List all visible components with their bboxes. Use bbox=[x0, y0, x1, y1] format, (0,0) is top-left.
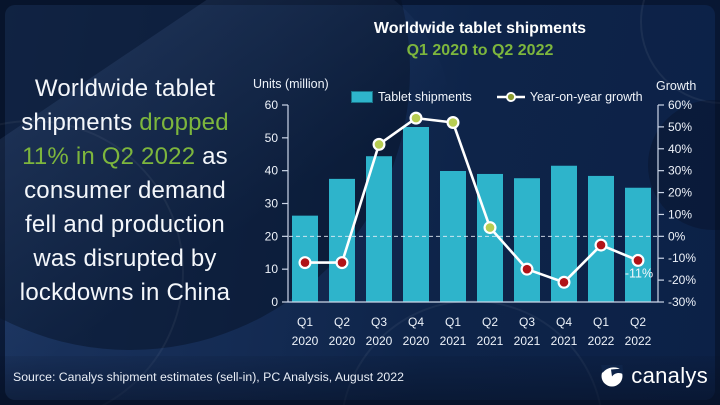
headline-line: fell and production bbox=[25, 211, 225, 238]
bar-q1-2022 bbox=[588, 175, 614, 302]
bar-legend-label: Tablet shipments bbox=[378, 90, 472, 104]
headline-line: consumer demand bbox=[24, 177, 226, 204]
x-label-q3-2021: Q3 2021 bbox=[514, 315, 541, 348]
headline-text: Worldwide tablet shipments dropped 11% in … bbox=[4, 72, 246, 310]
x-label-q4-2021: Q4 2021 bbox=[551, 315, 578, 348]
growth-dot-q2-2020 bbox=[337, 258, 347, 267]
right-axis-tick-label: 50% bbox=[668, 120, 692, 134]
bar-q3-2021 bbox=[514, 178, 540, 302]
canalys-logo: canalys bbox=[599, 363, 708, 389]
right-axis-tick-label: -30% bbox=[668, 295, 696, 309]
growth-dot-q3-2021 bbox=[522, 264, 532, 274]
right-axis-tick-label: 20% bbox=[668, 186, 692, 200]
canalys-logo-icon bbox=[601, 365, 624, 387]
growth-dot-q2-2021 bbox=[485, 223, 495, 232]
left-axis-tick-label: 30 bbox=[265, 197, 279, 211]
right-axis-tick-label: 0% bbox=[668, 229, 686, 243]
growth-line-series bbox=[298, 111, 645, 289]
bar-q2-2022 bbox=[625, 187, 651, 302]
line-legend-label: Year-on-year growth bbox=[529, 90, 643, 104]
right-axis-tick-label: 40% bbox=[668, 142, 692, 156]
chart-legend: Tablet shipments Year-on-year growth bbox=[351, 90, 643, 104]
left-axis-title: Units (million) bbox=[253, 77, 329, 91]
right-axis-tick-label: -20% bbox=[668, 273, 696, 287]
growth-dot-q1-2021 bbox=[448, 118, 458, 127]
headline-line: Worldwide tablet bbox=[34, 75, 216, 102]
growth-dot-q4-2020 bbox=[411, 113, 421, 123]
x-label-q4-2020: Q4 2020 bbox=[403, 315, 430, 348]
growth-dot-q1-2022 bbox=[596, 240, 606, 250]
x-label-q2-2022: Q2 2022 bbox=[625, 315, 652, 348]
x-axis-labels: Q1 2020 Q2 2020 Q3 2020 Q4 2020 Q1 2021 Q2 2021 Q3 20… bbox=[292, 315, 652, 348]
right-axis-tick-label: 10% bbox=[668, 207, 692, 221]
decor-ring-bottom bbox=[340, 300, 604, 405]
x-label-q2-2021: Q2 2021 bbox=[477, 315, 504, 348]
bar-q2-2020 bbox=[329, 178, 355, 302]
axes: 0 10 20 30 40 50 60 60% 50% 40% 30% 20% 10% 0% -10% -20… bbox=[265, 98, 697, 309]
source-note: Source: Canalys shipment estimates (sell… bbox=[13, 370, 404, 384]
x-label-q1-2021: Q1 2021 bbox=[440, 315, 467, 348]
bar-q1-2020 bbox=[292, 215, 318, 302]
chart-title: Worldwide tablet shipments bbox=[373, 20, 587, 37]
bar-legend-swatch-icon bbox=[351, 91, 373, 103]
left-axis-tick-label: 10 bbox=[265, 262, 279, 276]
left-axis-tick-label: 40 bbox=[265, 164, 279, 178]
headline-line: 11% in Q2 2022 as bbox=[22, 143, 228, 170]
right-axis-title: Growth bbox=[656, 79, 697, 93]
bar-q4-2021 bbox=[551, 165, 577, 302]
headline-line: shipments dropped bbox=[21, 109, 229, 136]
chart-subtitle: Q1 2020 to Q2 2022 bbox=[406, 42, 554, 59]
line-legend-marker-icon bbox=[496, 92, 525, 102]
bars-series bbox=[292, 126, 651, 302]
right-axis-tick-label: 30% bbox=[668, 164, 692, 178]
decor-circle-right bbox=[648, 100, 720, 230]
x-label-q3-2020: Q3 2020 bbox=[366, 315, 393, 348]
bar-q3-2020 bbox=[366, 156, 392, 302]
right-axis-tick-label: 60% bbox=[668, 98, 692, 112]
right-axis-tick-label: -10% bbox=[668, 251, 696, 265]
left-axis-tick-label: 20 bbox=[265, 229, 279, 243]
growth-dot-q3-2020 bbox=[374, 140, 384, 149]
x-label-q1-2022: Q1 2022 bbox=[588, 315, 615, 348]
bar-q1-2021 bbox=[440, 170, 466, 302]
bar-q4-2020 bbox=[403, 126, 429, 302]
left-axis-tick-label: 60 bbox=[265, 98, 279, 112]
left-axis-tick-label: 0 bbox=[271, 295, 278, 309]
x-label-q2-2020: Q2 2020 bbox=[329, 315, 356, 348]
canalys-logo-text: canalys bbox=[631, 363, 708, 388]
x-label-q1-2020: Q1 2020 bbox=[292, 315, 319, 348]
headline-line: was disrupted by bbox=[33, 245, 217, 272]
annotation-label: -11% bbox=[625, 266, 653, 280]
left-axis-tick-label: 50 bbox=[265, 131, 279, 145]
growth-dot-q1-2020 bbox=[300, 258, 310, 267]
growth-dot-q4-2021 bbox=[559, 278, 569, 287]
growth-dot-q2-2022 bbox=[633, 256, 643, 265]
bar-q2-2021 bbox=[477, 173, 503, 302]
headline-line: lockdowns in China bbox=[19, 279, 231, 306]
